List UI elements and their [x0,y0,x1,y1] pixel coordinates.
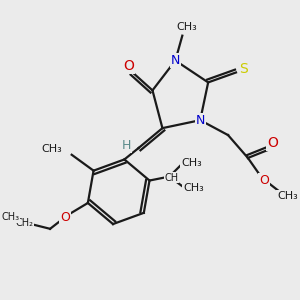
Text: N: N [196,114,205,127]
Text: O: O [259,174,269,187]
Text: O: O [123,58,134,73]
Text: CH₃: CH₃ [41,144,62,154]
Text: O: O [267,136,278,150]
Text: CH₃: CH₃ [1,212,20,222]
Text: CH₃: CH₃ [181,158,202,168]
Text: CH₃: CH₃ [277,191,298,201]
Text: CH: CH [164,172,178,182]
Text: N: N [171,54,180,67]
Text: S: S [240,62,248,76]
Text: CH₂: CH₂ [15,218,33,228]
Text: CH₃: CH₃ [176,22,197,32]
Text: H: H [122,139,131,152]
Text: O: O [60,212,70,224]
Text: CH₃: CH₃ [183,184,204,194]
